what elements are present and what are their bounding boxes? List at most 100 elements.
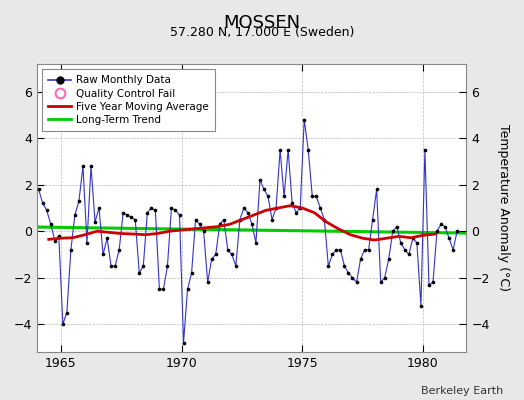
Point	[300, 116, 309, 123]
Point	[220, 216, 228, 223]
Point	[328, 251, 336, 258]
Point	[376, 279, 385, 286]
Point	[244, 210, 252, 216]
Point	[429, 279, 437, 286]
Point	[131, 216, 139, 223]
Point	[332, 247, 341, 253]
Point	[167, 205, 176, 211]
Point	[171, 207, 180, 214]
Point	[59, 321, 67, 327]
Point	[368, 216, 377, 223]
Point	[215, 221, 224, 228]
Point	[388, 228, 397, 234]
Point	[191, 216, 200, 223]
Point	[316, 205, 324, 211]
Point	[79, 163, 87, 169]
Point	[232, 263, 240, 269]
Point	[163, 263, 172, 269]
Point	[87, 163, 95, 169]
Point	[256, 177, 264, 183]
Point	[445, 235, 453, 241]
Point	[195, 221, 204, 228]
Point	[352, 279, 361, 286]
Point	[421, 147, 429, 153]
Point	[111, 263, 119, 269]
Point	[409, 235, 417, 241]
Point	[385, 256, 393, 262]
Point	[127, 214, 135, 220]
Point	[224, 247, 232, 253]
Text: MOSSEN: MOSSEN	[223, 14, 301, 32]
Point	[35, 186, 43, 193]
Point	[417, 302, 425, 309]
Point	[183, 286, 192, 292]
Point	[425, 282, 433, 288]
Point	[380, 274, 389, 281]
Point	[268, 216, 276, 223]
Point	[47, 221, 55, 228]
Point	[364, 247, 373, 253]
Text: Berkeley Earth: Berkeley Earth	[421, 386, 503, 396]
Point	[324, 263, 333, 269]
Point	[336, 247, 345, 253]
Point	[115, 247, 123, 253]
Point	[159, 286, 168, 292]
Y-axis label: Temperature Anomaly (°C): Temperature Anomaly (°C)	[497, 124, 509, 292]
Point	[39, 200, 47, 206]
Point	[453, 228, 461, 234]
Point	[208, 256, 216, 262]
Point	[441, 223, 449, 230]
Point	[308, 193, 316, 200]
Point	[91, 219, 99, 225]
Point	[54, 233, 63, 239]
Point	[405, 251, 413, 258]
Point	[248, 221, 256, 228]
Point	[272, 205, 280, 211]
Point	[51, 237, 59, 244]
Point	[292, 210, 300, 216]
Point	[119, 210, 127, 216]
Point	[155, 286, 163, 292]
Point	[373, 186, 381, 193]
Point	[200, 228, 208, 234]
Point	[95, 205, 103, 211]
Point	[252, 240, 260, 246]
Point	[280, 193, 288, 200]
Point	[176, 212, 184, 218]
Point	[413, 240, 421, 246]
Legend: Raw Monthly Data, Quality Control Fail, Five Year Moving Average, Long-Term Tren: Raw Monthly Data, Quality Control Fail, …	[42, 69, 215, 131]
Point	[361, 247, 369, 253]
Point	[344, 270, 353, 276]
Point	[123, 212, 132, 218]
Point	[139, 263, 147, 269]
Point	[304, 147, 312, 153]
Point	[239, 205, 248, 211]
Point	[288, 200, 297, 206]
Point	[433, 228, 441, 234]
Point	[212, 251, 220, 258]
Point	[348, 274, 357, 281]
Point	[75, 198, 83, 204]
Point	[437, 221, 445, 228]
Point	[356, 256, 365, 262]
Point	[340, 263, 348, 269]
Point	[312, 193, 321, 200]
Point	[179, 340, 188, 346]
Point	[67, 247, 75, 253]
Point	[99, 251, 107, 258]
Point	[392, 223, 401, 230]
Point	[203, 279, 212, 286]
Point	[284, 147, 292, 153]
Point	[397, 240, 405, 246]
Point	[260, 186, 268, 193]
Point	[63, 309, 71, 316]
Point	[147, 205, 156, 211]
Point	[401, 247, 409, 253]
Point	[227, 251, 236, 258]
Point	[83, 240, 91, 246]
Point	[320, 216, 329, 223]
Text: 57.280 N, 17.000 E (Sweden): 57.280 N, 17.000 E (Sweden)	[170, 26, 354, 39]
Point	[449, 247, 457, 253]
Point	[135, 270, 144, 276]
Point	[103, 235, 111, 241]
